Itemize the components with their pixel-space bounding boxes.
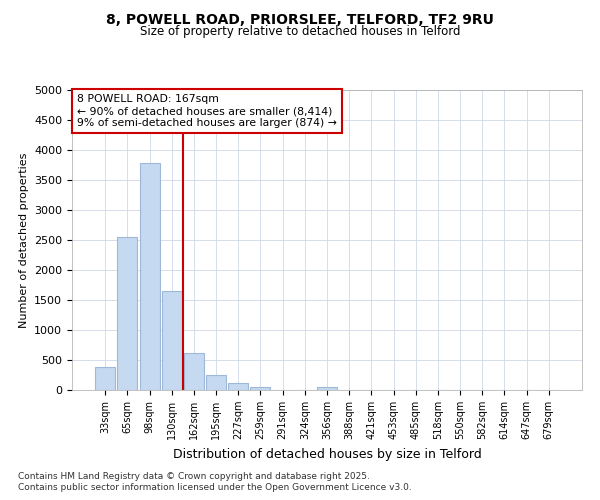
Bar	[317, 386, 337, 390]
X-axis label: Distribution of detached houses by size in Telford: Distribution of detached houses by size …	[173, 448, 481, 460]
Bar	[206, 376, 226, 390]
Text: 8, POWELL ROAD, PRIORSLEE, TELFORD, TF2 9RU: 8, POWELL ROAD, PRIORSLEE, TELFORD, TF2 …	[106, 12, 494, 26]
Text: Size of property relative to detached houses in Telford: Size of property relative to detached ho…	[140, 25, 460, 38]
Bar	[184, 353, 204, 390]
Bar	[162, 291, 182, 390]
Text: 8 POWELL ROAD: 167sqm
← 90% of detached houses are smaller (8,414)
9% of semi-de: 8 POWELL ROAD: 167sqm ← 90% of detached …	[77, 94, 337, 128]
Bar	[228, 384, 248, 390]
Bar	[140, 163, 160, 390]
Bar	[250, 386, 271, 390]
Bar	[118, 237, 137, 390]
Bar	[95, 367, 115, 390]
Y-axis label: Number of detached properties: Number of detached properties	[19, 152, 29, 328]
Text: Contains public sector information licensed under the Open Government Licence v3: Contains public sector information licen…	[18, 484, 412, 492]
Text: Contains HM Land Registry data © Crown copyright and database right 2025.: Contains HM Land Registry data © Crown c…	[18, 472, 370, 481]
